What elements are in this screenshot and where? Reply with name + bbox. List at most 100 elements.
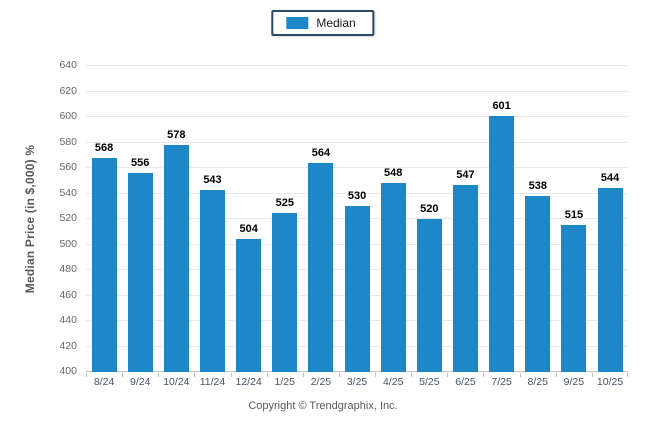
gridline: 540 xyxy=(59,187,628,198)
gridline: 560 xyxy=(59,162,628,172)
bar-value-label: 547 xyxy=(456,168,475,181)
bar-column-9-25: 515 xyxy=(556,66,592,372)
x-axis-label: 9/25 xyxy=(563,376,585,388)
bar-value-label: 515 xyxy=(564,209,584,222)
bar-column-8-25: 538 xyxy=(520,66,556,372)
x-axis-tick-mark xyxy=(158,373,160,377)
x-axis-tick-mark xyxy=(230,373,232,377)
plot-area: 400 420 440 460 480 500 520 540 560 580 600 620 640 … xyxy=(59,60,628,377)
y-axis-tick-label: 580 xyxy=(59,135,77,148)
bar-value-label: 548 xyxy=(384,167,403,180)
x-axis-label: 3/25 xyxy=(346,376,368,388)
legend: Median xyxy=(271,10,375,36)
y-axis-title-text: Median Price (in $,000) % xyxy=(23,144,38,294)
bar-value-label: 543 xyxy=(203,173,222,186)
x-axis-label: 6/25 xyxy=(455,376,476,388)
x-axis-label: 10/24 xyxy=(163,376,190,388)
bar-value-label: 556 xyxy=(131,157,150,170)
bar-value-label: 525 xyxy=(275,196,294,209)
median-bar xyxy=(344,206,370,372)
x-axis-label: 8/25 xyxy=(527,376,548,388)
x-axis-label: 10/25 xyxy=(596,376,624,388)
y-axis-tick-label: 400 xyxy=(59,365,77,377)
legend-swatch xyxy=(286,17,309,29)
gridline: 620 xyxy=(59,85,628,96)
x-axis-label: 11/24 xyxy=(199,376,226,388)
y-axis-tick-label: 480 xyxy=(59,263,77,275)
x-axis-tick-mark xyxy=(86,373,87,377)
y-axis-title: Median Price (in $,000) % xyxy=(14,66,46,372)
bar-column-6-25: 547 xyxy=(447,66,483,372)
y-axis-tick-label: 540 xyxy=(59,186,77,199)
median-bar xyxy=(525,196,551,372)
bar-value-label: 564 xyxy=(311,146,331,159)
bar-column-3-25: 530 xyxy=(339,66,375,372)
bar-column-8-24: 568 xyxy=(86,66,122,372)
x-axis-tick-mark xyxy=(591,373,593,377)
x-axis-label: 5/25 xyxy=(419,376,440,388)
x-axis-tick-mark xyxy=(519,373,521,377)
x-axis-tick-mark xyxy=(375,373,377,377)
x-axis-tick-mark xyxy=(122,373,124,377)
x-axis-label: 7/25 xyxy=(491,376,512,388)
y-axis-tick-label: 620 xyxy=(59,84,77,97)
legend-label: Median xyxy=(316,16,356,30)
bar-column-1-25: 525 xyxy=(267,66,303,372)
median-bar xyxy=(597,188,623,372)
median-bar xyxy=(380,183,406,372)
x-axis-label: 4/25 xyxy=(382,376,404,388)
bar-value-label: 520 xyxy=(420,203,439,215)
y-axis-tick-label: 560 xyxy=(59,161,77,173)
x-axis-label: 9/24 xyxy=(129,376,151,388)
bar-column-2-25: 564 xyxy=(303,66,339,372)
bar-column-7-25: 601 xyxy=(484,66,520,372)
bar-column-5-25: 520 xyxy=(411,66,447,372)
median-bar xyxy=(236,239,262,372)
median-bar xyxy=(272,212,298,372)
x-axis-tick-mark xyxy=(447,373,449,377)
x-axis-tick-mark xyxy=(411,373,413,377)
bar-value-label: 578 xyxy=(167,129,186,141)
x-axis-label: 8/24 xyxy=(93,376,115,388)
x-axis-label: 2/25 xyxy=(310,376,332,388)
x-axis-tick-mark xyxy=(555,373,557,377)
y-axis-tick-label: 460 xyxy=(59,288,77,301)
x-axis-tick-mark xyxy=(194,373,196,377)
median-bar xyxy=(163,145,189,372)
median-bar xyxy=(452,184,478,372)
y-axis-tick-label: 420 xyxy=(59,339,77,352)
bar-value-label: 544 xyxy=(600,172,620,185)
bars-layer: 568 556 578 543 504 525 564 530 548 520 547 601 538 5… xyxy=(86,66,628,372)
median-bar xyxy=(489,115,515,372)
bar-column-11-24: 543 xyxy=(194,66,230,372)
bar-value-label: 538 xyxy=(528,180,547,193)
median-bar xyxy=(561,225,587,372)
x-axis-tick-mark xyxy=(627,373,628,377)
x-axis-tick-mark xyxy=(338,373,340,377)
median-bar xyxy=(308,162,334,372)
bar-value-label: 568 xyxy=(94,141,114,154)
bar-value-label: 601 xyxy=(492,99,511,112)
y-axis-tick-label: 520 xyxy=(59,212,77,224)
y-axis-tick-label: 440 xyxy=(59,314,77,326)
y-axis-tick-label: 640 xyxy=(59,59,77,71)
gridline: 640 xyxy=(59,60,628,70)
bar-column-4-25: 548 xyxy=(375,66,411,372)
bar-column-10-24: 578 xyxy=(158,66,194,372)
bar-value-label: 504 xyxy=(239,223,258,236)
gridline: 580 xyxy=(59,136,628,147)
x-axis-tick-mark xyxy=(302,373,304,377)
bar-column-12-24: 504 xyxy=(231,66,267,372)
median-bar xyxy=(199,189,225,372)
x-axis-tick-mark xyxy=(266,373,268,377)
x-axis-label: 12/24 xyxy=(235,376,262,388)
y-axis-tick-label: 500 xyxy=(59,237,77,250)
y-axis-tick-label: 600 xyxy=(59,110,77,122)
copyright-text: Copyright © Trendgraphix, Inc. xyxy=(248,400,398,412)
median-bar xyxy=(127,173,153,372)
x-axis-tick-mark xyxy=(483,373,485,377)
median-bar xyxy=(416,219,442,372)
x-axis-labels: 8/24 9/24 10/24 11/24 12/24 1/25 2/25 3/25 4/25 5… xyxy=(86,377,628,388)
median-bar xyxy=(91,157,117,372)
